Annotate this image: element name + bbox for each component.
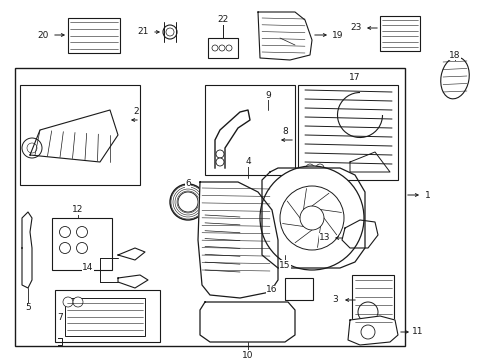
Text: 18: 18 bbox=[448, 50, 460, 59]
Text: 1: 1 bbox=[424, 190, 430, 199]
Circle shape bbox=[22, 138, 42, 158]
Bar bbox=[351, 275, 393, 330]
Bar bbox=[207, 38, 238, 58]
Circle shape bbox=[357, 302, 377, 322]
Bar bbox=[65, 298, 145, 336]
Circle shape bbox=[73, 297, 83, 307]
Bar bbox=[20, 85, 140, 185]
Circle shape bbox=[76, 243, 87, 253]
Bar bbox=[55, 290, 160, 342]
Circle shape bbox=[315, 164, 324, 172]
Text: 11: 11 bbox=[411, 328, 423, 337]
Circle shape bbox=[60, 226, 70, 238]
Circle shape bbox=[170, 184, 205, 220]
Text: 14: 14 bbox=[82, 264, 94, 273]
Circle shape bbox=[219, 45, 224, 51]
Circle shape bbox=[305, 164, 313, 172]
Bar bbox=[15, 68, 404, 346]
Circle shape bbox=[299, 206, 324, 230]
Circle shape bbox=[163, 25, 177, 39]
Text: 3: 3 bbox=[331, 296, 337, 305]
Text: 7: 7 bbox=[57, 314, 63, 323]
Circle shape bbox=[76, 226, 87, 238]
Polygon shape bbox=[200, 302, 294, 342]
Text: 23: 23 bbox=[349, 23, 361, 32]
Text: 8: 8 bbox=[282, 127, 287, 136]
Bar bbox=[379, 16, 419, 51]
Circle shape bbox=[225, 45, 231, 51]
Text: 13: 13 bbox=[319, 234, 330, 243]
Text: 4: 4 bbox=[244, 158, 250, 166]
Bar bbox=[68, 18, 120, 53]
Bar bbox=[297, 85, 397, 180]
Text: 15: 15 bbox=[279, 261, 290, 270]
Bar bbox=[204, 85, 294, 175]
Text: 21: 21 bbox=[137, 27, 148, 36]
Circle shape bbox=[216, 158, 224, 166]
Text: 20: 20 bbox=[37, 31, 49, 40]
Circle shape bbox=[63, 297, 73, 307]
Text: 12: 12 bbox=[72, 206, 83, 215]
Text: 10: 10 bbox=[242, 351, 253, 360]
Text: 9: 9 bbox=[264, 90, 270, 99]
Circle shape bbox=[216, 150, 224, 158]
Circle shape bbox=[280, 186, 343, 250]
Polygon shape bbox=[347, 316, 397, 345]
Polygon shape bbox=[198, 182, 278, 298]
Text: 22: 22 bbox=[217, 15, 228, 24]
Circle shape bbox=[27, 143, 37, 153]
Circle shape bbox=[212, 45, 218, 51]
Circle shape bbox=[60, 243, 70, 253]
Bar bbox=[52, 218, 112, 270]
Circle shape bbox=[260, 166, 363, 270]
Ellipse shape bbox=[440, 57, 468, 99]
Bar bbox=[285, 278, 312, 300]
Circle shape bbox=[165, 28, 174, 36]
Circle shape bbox=[360, 325, 374, 339]
Text: 2: 2 bbox=[133, 108, 139, 117]
Circle shape bbox=[178, 192, 198, 212]
Text: 19: 19 bbox=[331, 31, 343, 40]
Text: 6: 6 bbox=[185, 179, 190, 188]
Text: 17: 17 bbox=[348, 73, 360, 82]
Text: 16: 16 bbox=[265, 285, 277, 294]
Text: 5: 5 bbox=[25, 303, 31, 312]
